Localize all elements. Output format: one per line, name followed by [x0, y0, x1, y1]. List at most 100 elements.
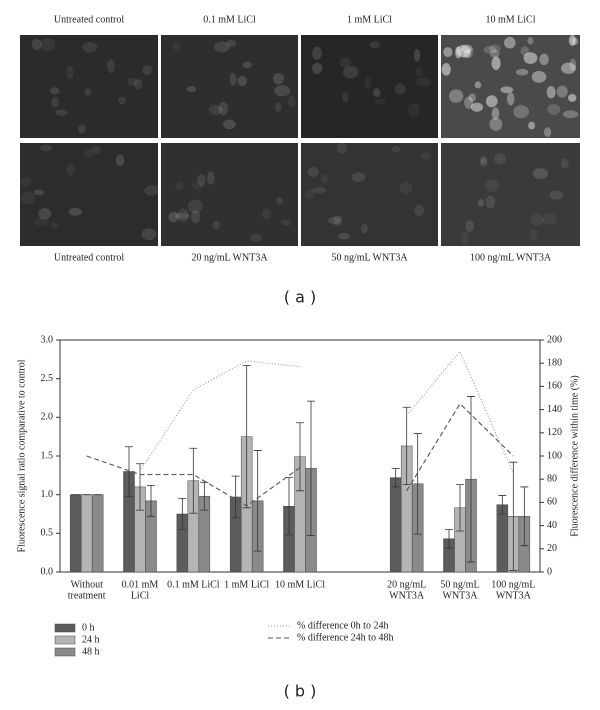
x-tick-label: WNT3A — [443, 590, 479, 601]
error-bar — [136, 463, 144, 511]
cell — [546, 85, 556, 99]
cell — [562, 110, 579, 119]
cell — [144, 185, 160, 196]
cell — [527, 36, 534, 45]
micrograph — [20, 35, 158, 138]
cell — [569, 58, 577, 71]
cell — [186, 85, 196, 93]
x-tick-label: 1 mM LiCl — [224, 579, 269, 590]
cell — [448, 89, 464, 103]
y2-tick-label: 180 — [547, 357, 562, 368]
cell — [127, 77, 138, 86]
image-label: 1 mM LiCl — [347, 14, 392, 25]
cell — [485, 179, 499, 193]
cell — [515, 68, 529, 76]
cell — [133, 78, 143, 90]
micrograph — [161, 35, 298, 138]
y2-tick-label: 80 — [547, 473, 557, 484]
cell — [528, 121, 536, 130]
error-bar — [253, 450, 262, 552]
cell — [465, 220, 475, 232]
cell — [321, 174, 329, 183]
cell — [560, 158, 569, 169]
cell — [249, 233, 263, 242]
y-tick-label: 2.0 — [41, 412, 54, 423]
cell — [529, 228, 538, 241]
cell — [542, 213, 557, 225]
cell — [421, 152, 431, 160]
cell — [567, 93, 577, 102]
error-bar — [509, 461, 518, 571]
cell — [459, 46, 474, 59]
cell — [142, 65, 153, 76]
cell — [513, 105, 530, 119]
y-tick-label: 1.0 — [41, 489, 54, 500]
cell — [312, 62, 323, 75]
cell — [364, 77, 371, 89]
cell — [549, 190, 564, 200]
cell — [477, 199, 484, 207]
cell — [273, 72, 285, 85]
micrograph — [441, 35, 580, 138]
y-tick-label: 3.0 — [41, 334, 54, 345]
cell — [530, 214, 545, 226]
image-label: 50 ng/mL WNT3A — [331, 252, 408, 263]
cell — [339, 57, 351, 68]
cell — [531, 70, 547, 83]
legend-swatch — [54, 635, 76, 645]
cell — [274, 102, 282, 112]
cell — [197, 174, 206, 187]
legend-label: % difference 0h to 24h — [297, 620, 388, 631]
cell — [443, 47, 453, 58]
line — [139, 350, 514, 474]
cell — [187, 199, 203, 214]
x-tick-label: Without — [70, 579, 103, 590]
image-label: Untreated control — [54, 14, 124, 25]
x-tick-label: WNT3A — [389, 590, 425, 601]
cell — [369, 41, 380, 49]
y2-tick-label: 160 — [547, 381, 562, 392]
cell — [261, 208, 271, 220]
bar — [389, 477, 402, 573]
cell — [77, 124, 86, 134]
x-tick-label: treatment — [68, 590, 106, 601]
image-label: 20 ng/mL WNT3A — [191, 252, 268, 263]
cell — [115, 154, 125, 167]
cell — [489, 49, 500, 58]
cell — [479, 158, 488, 167]
line — [86, 402, 514, 507]
cell — [68, 207, 83, 216]
cell — [556, 85, 568, 98]
panel-caption: ( b ) — [284, 682, 317, 701]
x-tick-label: 20 ng/mL — [387, 579, 426, 590]
cell — [463, 49, 472, 58]
cell — [523, 52, 538, 64]
micrograph — [20, 143, 158, 246]
error-bar — [296, 422, 304, 492]
cell — [333, 215, 343, 227]
cell — [50, 222, 59, 229]
cell — [192, 181, 204, 190]
cell — [237, 75, 248, 87]
error-bar — [178, 498, 187, 530]
error-bar — [189, 447, 198, 514]
cell — [91, 145, 101, 155]
cell — [38, 208, 52, 220]
cell — [491, 107, 500, 120]
cell — [470, 102, 484, 112]
cell — [66, 163, 76, 176]
x-tick-label: LiCl — [131, 590, 150, 601]
cell — [532, 168, 549, 180]
cell — [39, 144, 53, 152]
cell — [506, 92, 515, 106]
cell — [84, 88, 92, 97]
x-tick-label: WNT3A — [496, 590, 532, 601]
cell — [414, 68, 424, 77]
image-label: 0.1 mM LiCl — [203, 14, 256, 25]
cell — [214, 41, 230, 53]
cell — [307, 166, 319, 178]
image-label: Untreated control — [54, 252, 124, 263]
micrograph — [161, 143, 298, 246]
legend-swatch — [54, 623, 76, 633]
